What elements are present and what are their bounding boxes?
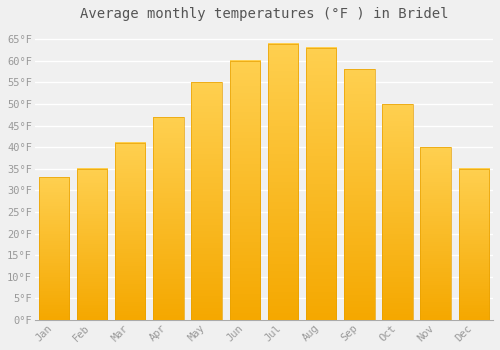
Bar — [458, 169, 489, 320]
Bar — [38, 177, 69, 320]
Bar — [382, 104, 413, 320]
Bar — [115, 143, 146, 320]
Title: Average monthly temperatures (°F ) in Bridel: Average monthly temperatures (°F ) in Br… — [80, 7, 448, 21]
Bar — [153, 117, 184, 320]
Bar — [268, 43, 298, 320]
Bar — [230, 61, 260, 320]
Bar — [76, 169, 108, 320]
Bar — [344, 69, 374, 320]
Bar — [306, 48, 336, 320]
Bar — [192, 82, 222, 320]
Bar — [420, 147, 451, 320]
